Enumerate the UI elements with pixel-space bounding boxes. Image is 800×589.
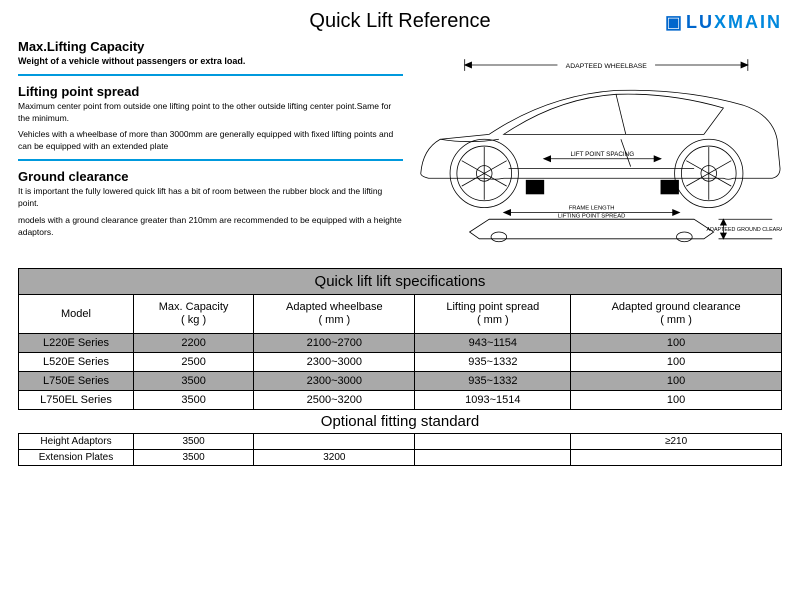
table-cell xyxy=(571,450,782,466)
table-cell: 100 xyxy=(571,391,782,410)
table-cell: 2100~2700 xyxy=(254,334,415,353)
table-cell: 3500 xyxy=(134,434,254,450)
table1-header-cell: Max. Capacity( kg ) xyxy=(134,295,254,334)
table-row: Extension Plates35003200 xyxy=(19,450,782,466)
table-cell: L750E Series xyxy=(19,372,134,391)
table1-header-cell: Adapted wheelbase( mm ) xyxy=(254,295,415,334)
table-cell: 3500 xyxy=(134,450,254,466)
section-2-heading: Lifting point spread xyxy=(18,84,403,99)
table-cell: 3500 xyxy=(134,372,254,391)
table-cell: 100 xyxy=(571,334,782,353)
table-cell: L750EL Series xyxy=(19,391,134,410)
table1-header-row: ModelMax. Capacity( kg )Adapted wheelbas… xyxy=(19,295,782,334)
brand-text-2: XMAIN xyxy=(714,12,782,32)
svg-text:LIFT POINT SPACING: LIFT POINT SPACING xyxy=(571,151,635,158)
table-cell: 935~1332 xyxy=(415,372,571,391)
divider xyxy=(18,159,403,161)
table-cell: 2500~3200 xyxy=(254,391,415,410)
table-cell: ≥210 xyxy=(571,434,782,450)
table-cell: 100 xyxy=(571,372,782,391)
section-1-sub: Weight of a vehicle without passengers o… xyxy=(18,56,403,68)
table-cell: 2300~3000 xyxy=(254,353,415,372)
table2-title: Optional fitting standard xyxy=(19,410,782,434)
section-3-p1: It is important the fully lowered quick … xyxy=(18,186,403,210)
table-row: Height Adaptors3500 ≥210 xyxy=(19,434,782,450)
table-cell: L520E Series xyxy=(19,353,134,372)
brand-logo: ▣LUXMAIN xyxy=(665,12,782,33)
table-cell: L220E Series xyxy=(19,334,134,353)
page-title: Quick Lift Reference xyxy=(309,10,490,33)
section-2-p1: Maximum center point from outside one li… xyxy=(18,101,403,125)
table-cell: 2200 xyxy=(134,334,254,353)
table-cell: 2300~3000 xyxy=(254,372,415,391)
svg-text:FRAME LENGTH: FRAME LENGTH xyxy=(569,206,615,212)
table-row: L220E Series22002100~2700943~1154100 xyxy=(19,334,782,353)
table1-header-cell: Model xyxy=(19,295,134,334)
table1-title: Quick lift lift specifications xyxy=(19,269,782,295)
table-cell: Extension Plates xyxy=(19,450,134,466)
table-cell xyxy=(254,434,415,450)
table-cell: Height Adaptors xyxy=(19,434,134,450)
table1-header-cell: Lifting point spread( mm ) xyxy=(415,295,571,334)
section-3-heading: Ground clearance xyxy=(18,169,403,184)
table-cell: 935~1332 xyxy=(415,353,571,372)
svg-text:ADAPTEED GROUND CLEARANCE: ADAPTEED GROUND CLEARANCE xyxy=(707,227,782,233)
svg-text:LIFTING POINT SPREAD: LIFTING POINT SPREAD xyxy=(558,213,625,219)
table-row: L520E Series25002300~3000935~1332100 xyxy=(19,353,782,372)
table-row: L750EL Series35002500~32001093~1514100 xyxy=(19,391,782,410)
text-sections: Max.Lifting Capacity Weight of a vehicle… xyxy=(18,39,403,264)
table-cell xyxy=(415,450,571,466)
specs-table: Quick lift lift specifications ModelMax.… xyxy=(18,268,782,466)
divider xyxy=(18,74,403,76)
brand-icon: ▣ xyxy=(665,12,684,32)
section-1-heading: Max.Lifting Capacity xyxy=(18,39,403,54)
section-3-p2: models with a ground clearance greater t… xyxy=(18,215,403,239)
table-row: L750E Series35002300~3000935~1332100 xyxy=(19,372,782,391)
section-2-p2: Vehicles with a wheelbase of more than 3… xyxy=(18,129,403,153)
table-cell: 3200 xyxy=(254,450,415,466)
diagram-svg: ADAPTEED WHEELBASE xyxy=(411,39,782,259)
table-cell: 3500 xyxy=(134,391,254,410)
car-diagram: ADAPTEED WHEELBASE xyxy=(411,39,782,264)
table-cell xyxy=(415,434,571,450)
table-cell: 100 xyxy=(571,353,782,372)
table-cell: 1093~1514 xyxy=(415,391,571,410)
brand-text-1: LU xyxy=(686,12,714,32)
svg-text:ADAPTEED WHEELBASE: ADAPTEED WHEELBASE xyxy=(566,63,648,70)
table1-header-cell: Adapted ground clearance( mm ) xyxy=(571,295,782,334)
table-cell: 943~1154 xyxy=(415,334,571,353)
table-cell: 2500 xyxy=(134,353,254,372)
